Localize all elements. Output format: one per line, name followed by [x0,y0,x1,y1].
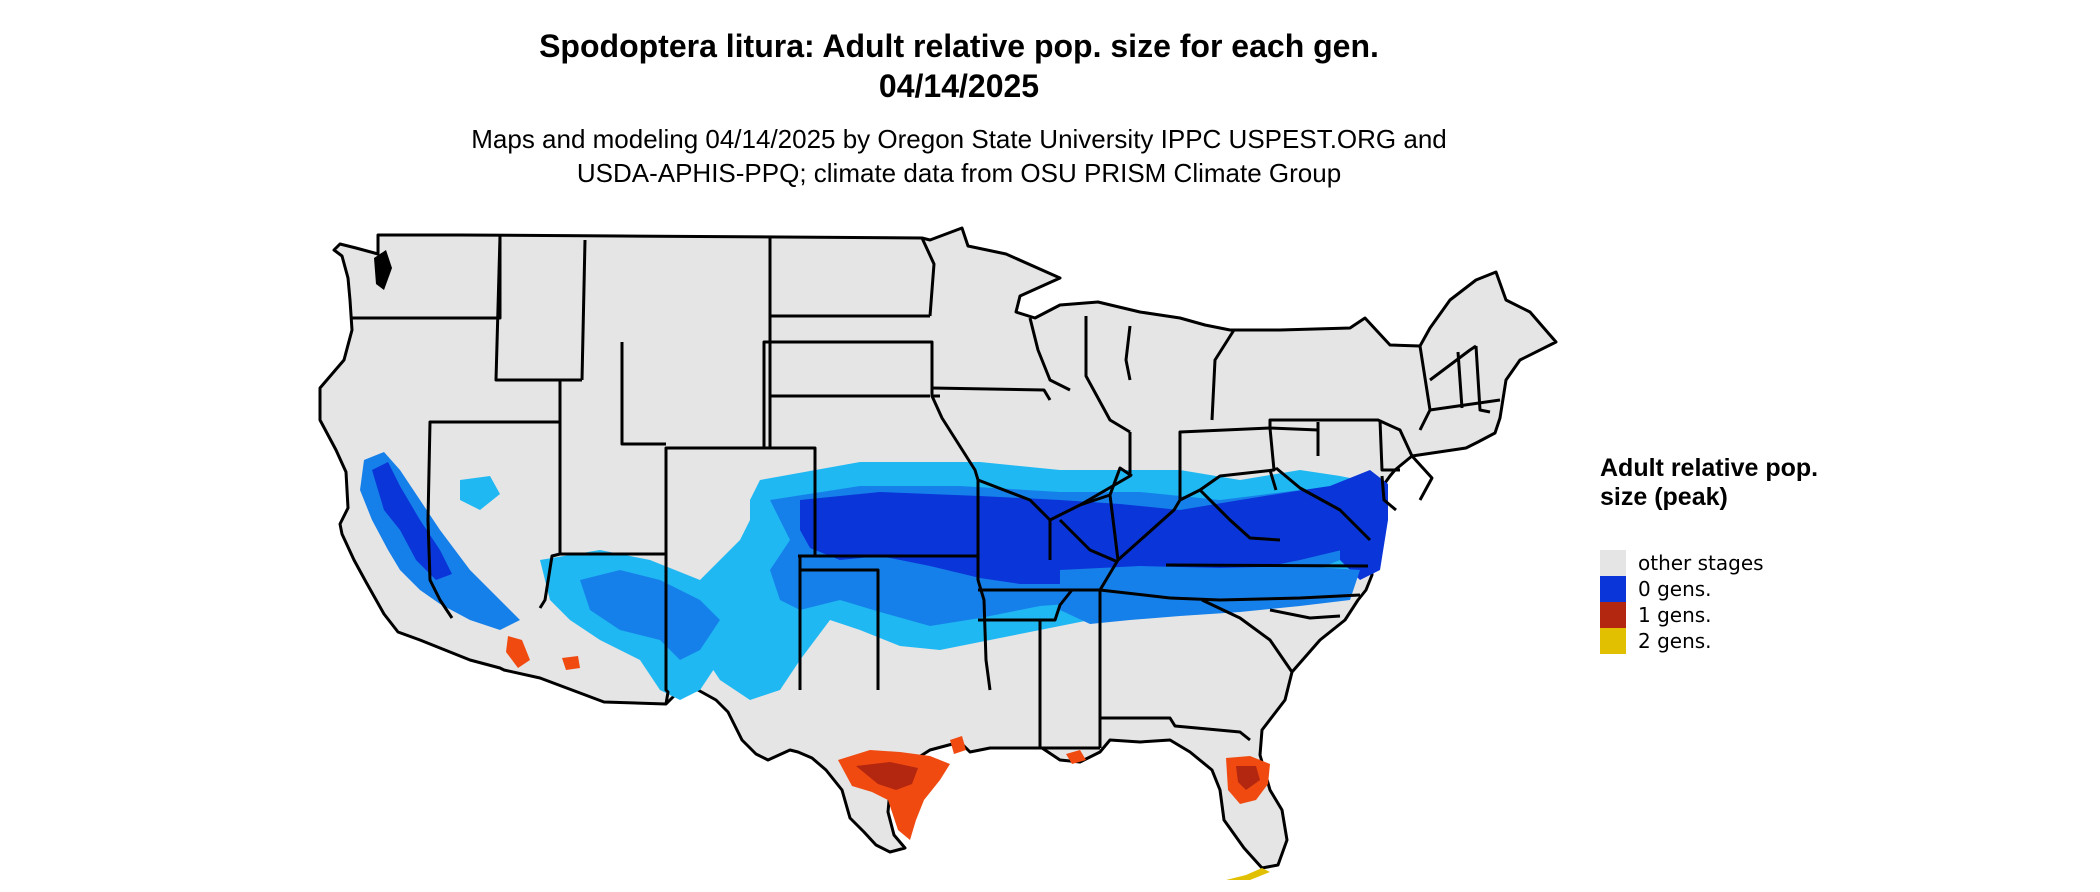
legend-swatch [1600,602,1626,628]
region-great-basin [460,476,500,510]
legend-item-2-gens: 2 gens. [1600,628,1712,654]
florida-keys [1226,868,1270,880]
map-subtitle-line1: Maps and modeling 04/14/2025 by Oregon S… [471,124,1447,154]
map-date: 04/14/2025 [878,68,1040,104]
legend-label: 1 gens. [1638,603,1712,627]
region-az-red [562,656,580,670]
region-florida-dark [1236,766,1260,790]
legend-swatch [1600,550,1626,576]
region-central-dark [800,486,1372,584]
legend-label: 2 gens. [1638,629,1712,653]
region-midatlantic [1330,470,1388,580]
region-socal-red [506,636,530,668]
map-title: Spodoptera litura: Adult relative pop. s… [539,28,1379,64]
region-gulf-red [950,736,966,754]
legend-item-other-stages: other stages [1600,550,1764,576]
legend-item-1-gens: 1 gens. [1600,602,1712,628]
legend-label: 0 gens. [1638,577,1712,601]
region-south-texas-dark [856,762,918,790]
legend-swatch [1600,576,1626,602]
state-borders [350,235,1501,750]
map-subtitle-line2: USDA-APHIS-PPQ; climate data from OSU PR… [576,158,1342,188]
legend-item-0-gens: 0 gens. [1600,576,1712,602]
region-south-band [1060,566,1360,624]
region-california-dark [372,462,452,580]
puget-sound [374,250,392,290]
legend-title: Adult relative pop. size (peak) [1600,454,1819,511]
legend-swatch [1600,628,1626,654]
population-overlay [360,452,1388,840]
region-louisiana-red [1066,750,1086,764]
legend-label: other stages [1638,551,1764,575]
region-southwest-mid [580,570,720,660]
